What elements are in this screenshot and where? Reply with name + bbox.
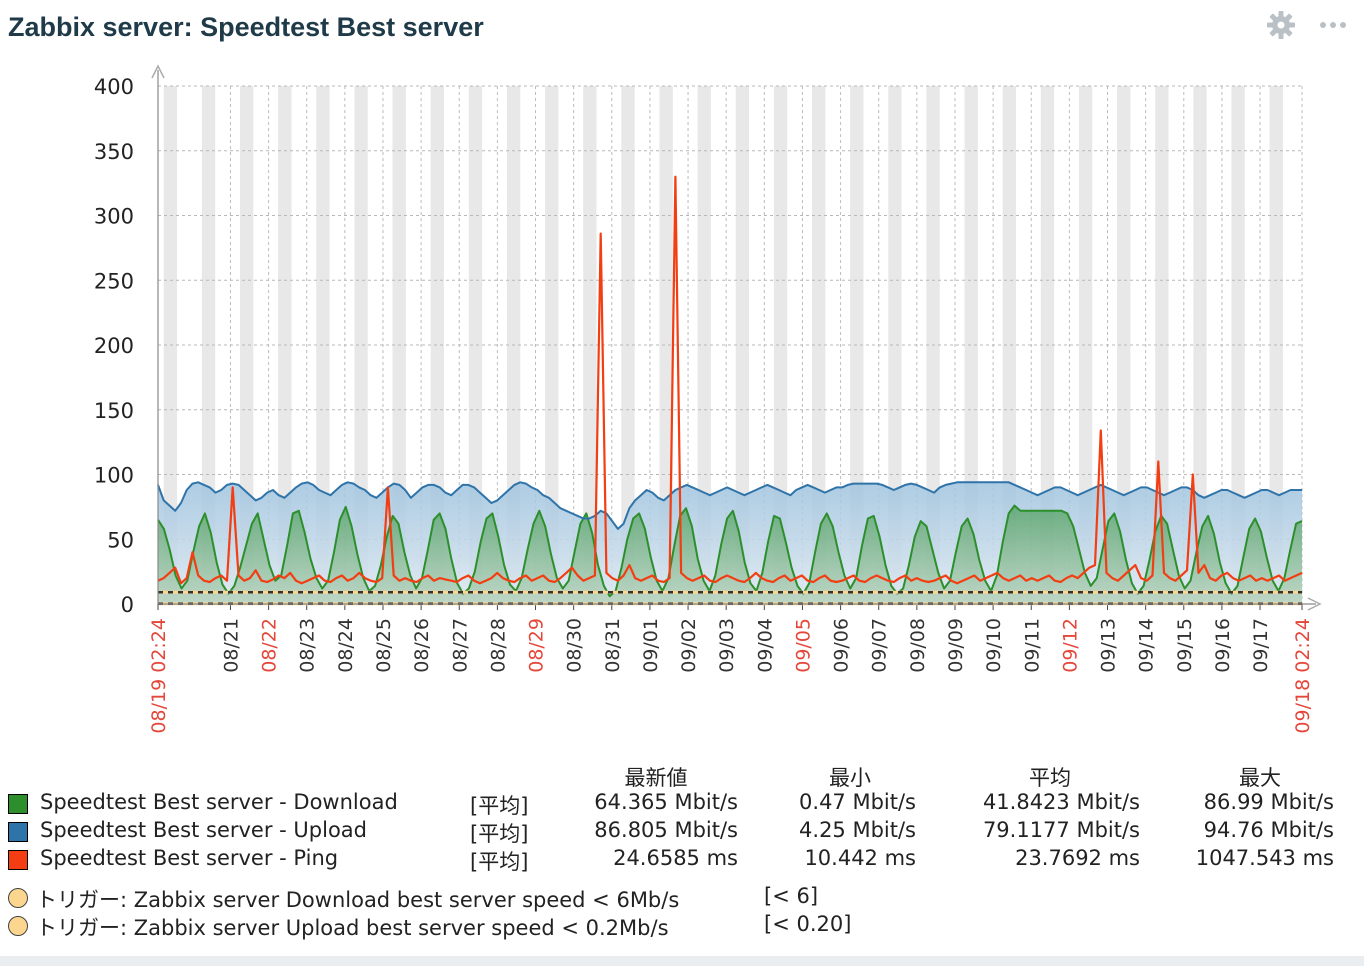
series-line-download [157, 504, 1303, 598]
y-axis-arrow [151, 64, 165, 79]
trigger-condition: [< 6] [764, 884, 819, 908]
widget-footer-bar [0, 956, 1364, 966]
y-tick-label: 50 [107, 528, 134, 552]
x-tick-label: 09/10 [983, 618, 1005, 673]
series-line-ping [157, 175, 1303, 585]
x-tick-label: 09/15 [1174, 618, 1196, 673]
graph-canvas: 0 50 100 150 200 250 300 350 400 08/19 02:24 08/21… [94, 64, 1322, 734]
x-tick-label: 09/17 [1250, 618, 1272, 673]
y-tick-label: 250 [94, 269, 134, 293]
grid-lines [157, 85, 1303, 604]
trigger-dot [8, 916, 28, 936]
x-axis-arrow [1307, 597, 1322, 611]
x-tick-label: 09/09 [945, 618, 967, 673]
trigger-name: トリガー: Zabbix server Download best server… [36, 888, 680, 912]
x-tick-label: 09/03 [716, 618, 738, 673]
x-tick-label: 09/11 [1021, 618, 1043, 673]
gear-icon[interactable] [1264, 8, 1298, 42]
x-tick-label: 09/02 [678, 618, 700, 673]
y-tick-label: 350 [94, 140, 134, 164]
more-horizontal-icon[interactable] [1316, 8, 1350, 42]
series-layer [157, 175, 1303, 604]
legend-avg: 41.8423 Mbit/s [982, 790, 1140, 814]
legend-func: [平均] [470, 822, 529, 846]
legend: 最新値 最小 平均 最大 Speedtest Best server - Dow… [0, 760, 1364, 950]
legend-avg: 23.7692 ms [1015, 846, 1140, 870]
trigger-dot [8, 888, 28, 908]
widget-header: Zabbix server: Speedtest Best server [0, 0, 1364, 58]
legend-min: 0.47 Mbit/s [799, 790, 916, 814]
x-tick-label: 08/22 [259, 618, 281, 673]
y-tick-label: 400 [94, 75, 134, 99]
x-tick-label: 08/31 [602, 618, 624, 673]
legend-name: Speedtest Best server - Upload [40, 818, 367, 842]
legend-name: Speedtest Best server - Ping [40, 846, 339, 870]
x-tick-label: 09/08 [907, 618, 929, 673]
trigger-name: トリガー: Zabbix server Upload best server s… [36, 916, 669, 940]
legend-header-last: 最新値 [624, 766, 688, 790]
x-tick-label: 09/13 [1098, 618, 1120, 673]
legend-header-max: 最大 [1239, 766, 1281, 790]
x-tick-label: 09/16 [1212, 618, 1234, 673]
x-tick-label: 09/07 [869, 618, 891, 673]
legend-swatch-ping [8, 850, 28, 870]
x-tick-label: 09/04 [754, 618, 776, 673]
y-tick-label: 150 [94, 399, 134, 423]
x-tick-label: 09/14 [1136, 618, 1158, 673]
widget-title: Zabbix server: Speedtest Best server [8, 12, 484, 42]
legend-row-ping: Speedtest Best server - Ping [平均] 24.658… [0, 846, 1364, 874]
x-tick-label: 08/25 [373, 618, 395, 673]
x-tick-label: 09/01 [640, 618, 662, 673]
y-tick-label: 100 [94, 464, 134, 488]
x-tick-label: 09/06 [831, 618, 853, 673]
legend-trigger-download: トリガー: Zabbix server Download best server… [0, 884, 1364, 912]
legend-row-download: Speedtest Best server - Download [平均] 64… [0, 790, 1364, 818]
legend-max: 86.99 Mbit/s [1203, 790, 1334, 814]
legend-max: 1047.543 ms [1195, 846, 1334, 870]
y-tick-label: 0 [121, 593, 134, 617]
x-tick-label: 09/18 02:24 [1292, 618, 1314, 734]
y-tick-label: 200 [94, 334, 134, 358]
legend-avg: 79.1177 Mbit/s [982, 818, 1140, 842]
legend-swatch-download [8, 794, 28, 814]
legend-min: 10.442 ms [804, 846, 916, 870]
axes-layer [151, 64, 1322, 611]
x-tick-label: 08/29 [526, 618, 548, 673]
legend-last: 86.805 Mbit/s [594, 818, 738, 842]
x-tick-label: 09/05 [792, 618, 814, 673]
x-tick-label: 08/26 [411, 618, 433, 673]
legend-swatch-upload [8, 822, 28, 842]
legend-func: [平均] [470, 850, 529, 874]
y-tick-label: 300 [94, 205, 134, 229]
legend-last: 24.6585 ms [613, 846, 738, 870]
x-tick-label: 08/27 [449, 618, 471, 673]
legend-min: 4.25 Mbit/s [799, 818, 916, 842]
legend-header-min: 最小 [829, 766, 871, 790]
legend-max: 94.76 Mbit/s [1203, 818, 1334, 842]
x-tick-label: 09/12 [1059, 618, 1081, 673]
x-tick-label: 08/23 [297, 618, 319, 673]
legend-name: Speedtest Best server - Download [40, 790, 398, 814]
x-tick-label: 08/30 [564, 618, 586, 673]
x-tick-label: 08/21 [220, 618, 242, 673]
x-tick-label: 08/24 [335, 618, 357, 673]
legend-func: [平均] [470, 794, 529, 818]
trigger-condition: [< 0.20] [764, 912, 852, 936]
x-tick-label: 08/19 02:24 [148, 618, 170, 734]
axis-labels: 0 50 100 150 200 250 300 350 400 08/19 02:24 08/21… [94, 75, 1314, 734]
legend-last: 64.365 Mbit/s [594, 790, 738, 814]
series-line-upload [157, 481, 1302, 530]
legend-header-avg: 平均 [1029, 766, 1071, 790]
legend-trigger-upload: トリガー: Zabbix server Upload best server s… [0, 912, 1364, 940]
legend-row-upload: Speedtest Best server - Upload [平均] 86.8… [0, 818, 1364, 846]
x-tick-label: 08/28 [487, 618, 509, 673]
